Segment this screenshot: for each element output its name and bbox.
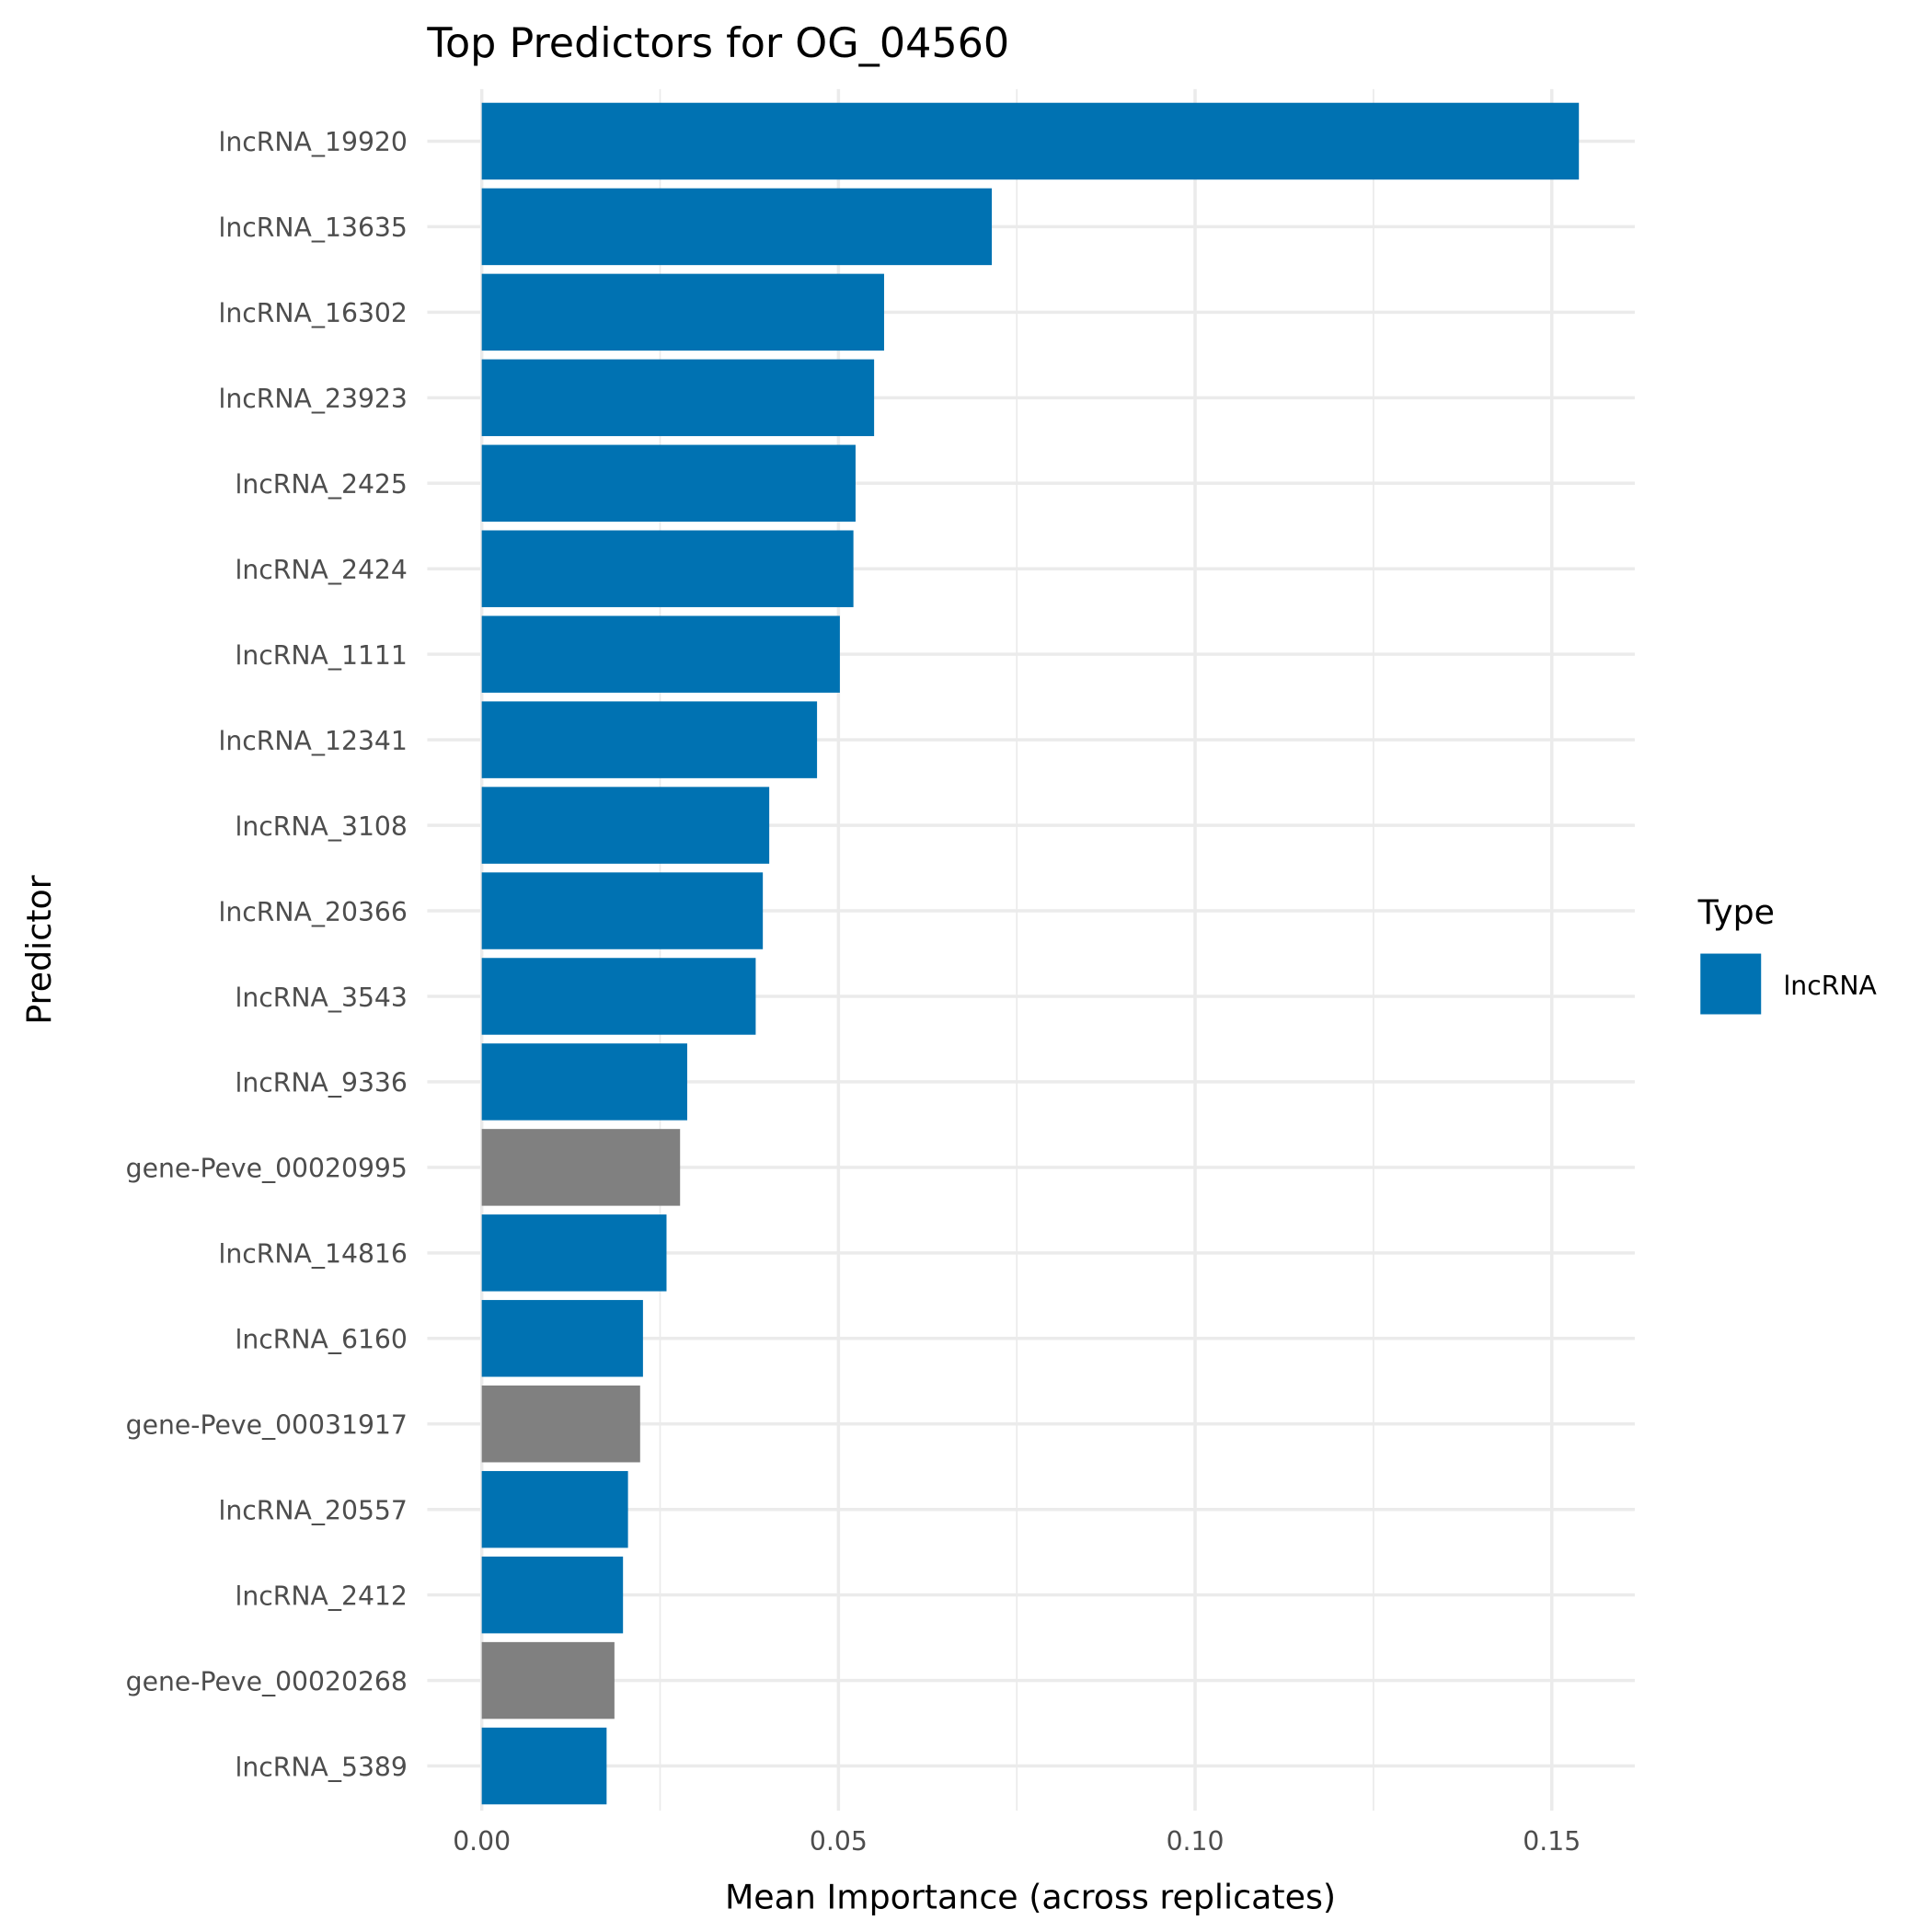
- chart-title: Top Predictors for OG_04560: [426, 20, 1009, 67]
- y-tick-label: gene-Peve_00020268: [126, 1666, 408, 1696]
- y-tick-label: lncRNA_12341: [219, 726, 408, 756]
- legend-title: Type: [1697, 892, 1775, 932]
- y-tick-label: lncRNA_19920: [219, 127, 408, 157]
- bar-lncRNA_2425: [481, 444, 856, 522]
- bar-lncRNA_2412: [481, 1556, 624, 1634]
- bar-lncRNA_9336: [481, 1043, 687, 1121]
- bar-lncRNA_20366: [481, 872, 764, 949]
- x-tick-label: 0.10: [1167, 1826, 1225, 1857]
- bar-lncRNA_6160: [481, 1300, 643, 1377]
- x-tick-label: 0.05: [810, 1826, 868, 1857]
- y-tick-label: lncRNA_23923: [219, 384, 408, 414]
- y-tick-labels: lncRNA_19920 lncRNA_13635 lncRNA_16302 lncR…: [126, 127, 408, 1782]
- x-axis-title: Mean Importance (across replicates): [725, 1877, 1336, 1916]
- y-tick-label: lncRNA_13635: [219, 213, 408, 243]
- y-tick-label: lncRNA_2424: [235, 555, 407, 585]
- bar-lncRNA_23923: [481, 359, 875, 437]
- bars: [481, 102, 1580, 1805]
- bar-lncRNA_3543: [481, 958, 756, 1035]
- bar-lncRNA_3108: [481, 787, 770, 864]
- bar-lncRNA_13635: [481, 188, 993, 266]
- bar-gene-Peve_00031917: [481, 1386, 640, 1463]
- bar-lncRNA_5389: [481, 1727, 607, 1805]
- y-tick-label: gene-Peve_00031917: [126, 1410, 408, 1441]
- legend: Type lncRNA: [1697, 892, 1878, 1015]
- bar-gene-Peve_00020995: [481, 1129, 681, 1206]
- y-tick-label: lncRNA_3543: [235, 983, 407, 1013]
- legend-label-lncRNA: lncRNA: [1783, 971, 1877, 1001]
- bar-lncRNA_20557: [481, 1470, 628, 1548]
- bar-lncRNA_16302: [481, 273, 884, 351]
- y-tick-label: lncRNA_20366: [219, 897, 408, 927]
- y-tick-label: gene-Peve_00020995: [126, 1154, 408, 1184]
- y-tick-label: lncRNA_1111: [235, 640, 407, 671]
- y-tick-label: lncRNA_2412: [235, 1581, 407, 1611]
- y-axis-title: Predictor: [19, 875, 59, 1024]
- y-tick-label: lncRNA_6160: [235, 1325, 407, 1355]
- y-tick-label: lncRNA_3108: [235, 811, 407, 842]
- y-tick-label: lncRNA_14816: [219, 1239, 408, 1270]
- bar-lncRNA_19920: [481, 102, 1580, 180]
- y-tick-label: lncRNA_2425: [235, 469, 407, 500]
- y-tick-label: lncRNA_9336: [235, 1068, 407, 1098]
- x-tick-label: 0.00: [453, 1826, 511, 1857]
- bar-lncRNA_14816: [481, 1214, 667, 1292]
- y-tick-label: lncRNA_20557: [219, 1495, 408, 1525]
- bar-gene-Peve_00020268: [481, 1641, 615, 1719]
- y-tick-label: lncRNA_5389: [235, 1752, 407, 1782]
- bar-lncRNA_12341: [481, 701, 818, 778]
- y-tick-label: lncRNA_16302: [219, 298, 408, 328]
- bar-lncRNA_1111: [481, 615, 840, 693]
- bar-lncRNA_2424: [481, 530, 854, 607]
- legend-key-lncRNA: [1700, 953, 1762, 1015]
- x-tick-label: 0.15: [1523, 1826, 1581, 1857]
- x-tick-labels: 0.00 0.05 0.10 0.15: [453, 1826, 1581, 1857]
